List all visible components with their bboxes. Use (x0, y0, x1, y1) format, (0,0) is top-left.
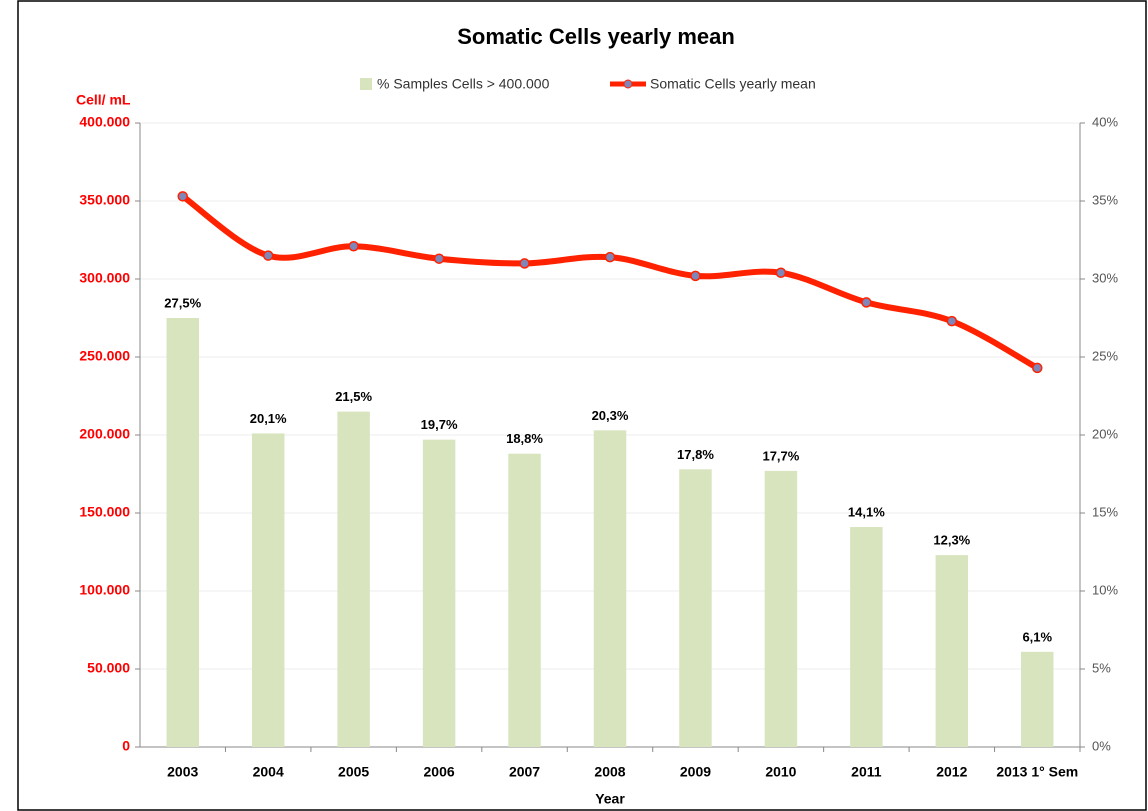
y-axis-title: Cell/ mL (76, 92, 131, 108)
bar (508, 453, 541, 747)
data-label: 17,7% (762, 448, 799, 463)
line-marker (690, 270, 701, 282)
bar (337, 411, 370, 747)
data-label: 27,5% (164, 295, 201, 310)
y2-tick-label: 0% (1092, 738, 1111, 753)
bar (935, 555, 969, 747)
y-tick-label: 300.000 (79, 270, 130, 286)
legend-label: % Samples Cells > 400.000 (377, 76, 550, 92)
y-tick-label: 350.000 (79, 192, 130, 208)
x-tick-label: 2003 (167, 764, 198, 780)
bar (679, 469, 712, 747)
data-label: 20,3% (592, 408, 629, 423)
bar (764, 470, 798, 747)
x-tick-label: 2010 (765, 764, 796, 780)
legend-marker (623, 79, 633, 89)
data-label: 20,1% (250, 411, 287, 426)
y2-tick-label: 25% (1092, 348, 1118, 363)
x-tick-label: 2006 (424, 764, 455, 780)
line-marker (775, 267, 787, 279)
line-marker (348, 240, 359, 252)
x-tick-label: 2013 1° Sem (996, 764, 1078, 780)
y2-tick-label: 10% (1092, 582, 1118, 597)
x-tick-label: 2004 (253, 764, 284, 780)
line-marker (946, 315, 958, 327)
x-axis-title: Year (595, 791, 625, 807)
y-tick-label: 100.000 (79, 582, 130, 598)
bar (850, 527, 883, 747)
x-tick-label: 2005 (338, 764, 369, 780)
x-tick-label: 2012 (936, 764, 967, 780)
y-tick-label: 50.000 (87, 660, 130, 676)
data-label: 14,1% (848, 504, 885, 519)
line-marker (604, 251, 616, 263)
line-marker (861, 297, 872, 308)
y2-tick-label: 20% (1092, 426, 1118, 441)
chart-title: Somatic Cells yearly mean (457, 24, 735, 49)
data-label: 6,1% (1022, 629, 1052, 644)
data-label: 18,8% (506, 431, 543, 446)
bar (166, 318, 199, 747)
legend-swatch (360, 78, 372, 90)
bar (1021, 651, 1054, 747)
x-tick-label: 2011 (851, 764, 882, 780)
data-label: 21,5% (335, 389, 372, 404)
line-marker (177, 191, 188, 202)
y2-tick-label: 35% (1092, 192, 1118, 207)
line-marker (262, 250, 274, 261)
legend-label: Somatic Cells yearly mean (650, 76, 816, 92)
data-label: 17,8% (677, 447, 714, 462)
line-marker (433, 253, 445, 264)
y-tick-label: 400.000 (79, 114, 130, 130)
y2-tick-label: 30% (1092, 270, 1118, 285)
line-marker (519, 258, 530, 269)
bar (422, 439, 456, 747)
data-label: 19,7% (421, 417, 458, 432)
bar (593, 430, 627, 747)
x-tick-label: 2007 (509, 764, 540, 780)
y-tick-label: 0 (122, 738, 130, 754)
y2-tick-label: 40% (1092, 114, 1118, 129)
line-marker (1032, 362, 1043, 374)
y-tick-label: 250.000 (79, 348, 130, 364)
y2-tick-label: 15% (1092, 504, 1118, 519)
y2-tick-label: 5% (1092, 660, 1111, 675)
y-tick-label: 200.000 (79, 426, 130, 442)
data-label: 12,3% (933, 533, 970, 548)
bar (251, 433, 285, 747)
x-tick-label: 2008 (594, 764, 625, 780)
x-tick-label: 2009 (680, 764, 711, 780)
y-tick-label: 150.000 (79, 504, 130, 520)
